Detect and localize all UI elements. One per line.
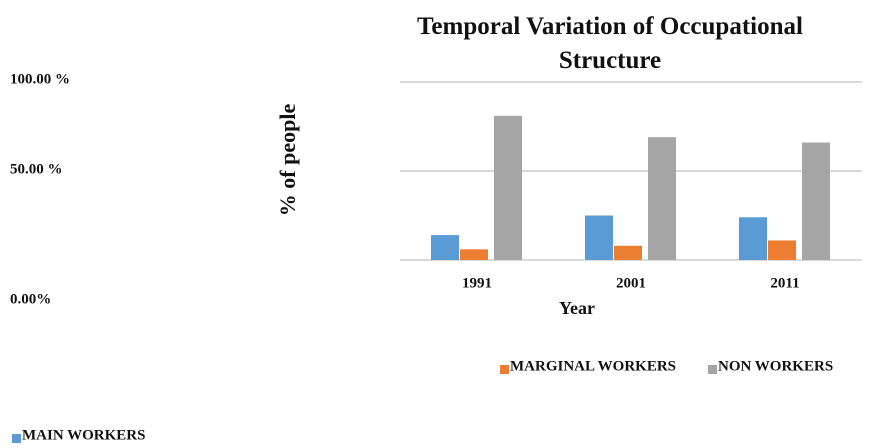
y-tick-label: 100.00 % <box>10 71 70 87</box>
bar <box>614 245 642 260</box>
legend-label: MAIN WORKERS <box>22 427 146 443</box>
legend-swatch <box>500 365 509 374</box>
bar <box>494 115 522 260</box>
x-axis-label: Year <box>559 298 595 318</box>
legend-label: MARGINAL WORKERS <box>510 358 676 374</box>
bar <box>460 249 488 260</box>
bar <box>585 215 613 260</box>
chart-title: Temporal Variation of Occupational Struc… <box>417 13 803 74</box>
legend-swatch <box>708 365 717 374</box>
bar <box>768 240 796 260</box>
legend-swatch <box>12 434 21 443</box>
bar <box>802 142 830 260</box>
y-tick-label: 0.00% <box>10 291 51 307</box>
x-tick-label: 2011 <box>770 275 799 291</box>
y-axis-label: % of people <box>275 104 300 217</box>
x-tick-label: 1991 <box>462 275 492 291</box>
x-tick-label: 2001 <box>616 275 646 291</box>
bar <box>648 137 676 260</box>
legend-label: NON WORKERS <box>718 358 833 374</box>
bar <box>739 217 767 260</box>
y-tick-label: 50.00 % <box>10 161 63 177</box>
bar <box>431 235 459 260</box>
